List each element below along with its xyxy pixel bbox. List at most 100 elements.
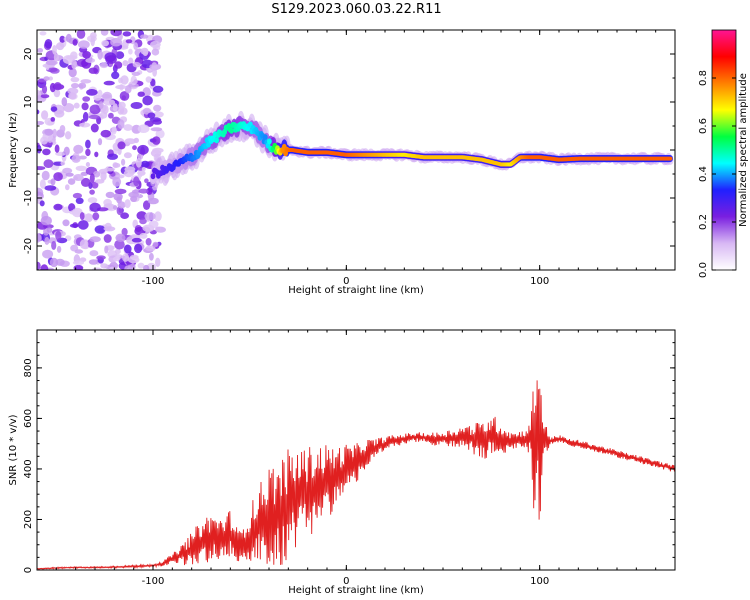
noise-blob [111,71,120,80]
noise-blob [50,106,58,112]
noise-blob [124,244,132,254]
noise-blob [62,219,70,227]
noise-blob [111,126,117,135]
noise-blob [114,248,121,255]
noise-blob [42,148,51,156]
noise-blob [141,166,146,172]
noise-blob [97,49,103,60]
noise-blob [44,39,53,49]
noise-blob [85,162,90,167]
noise-blob [59,35,66,43]
colorbar: 0.0 0.2 0.4 0.6 0.8 Normalized spectral ampl… [698,29,749,278]
noise-blob [46,227,53,233]
snr-y-label: SNR (10 * v/v) [8,414,19,485]
snr-panel: -100 0 100 0 200 400 600 800 Height of straigh… [8,329,676,596]
noise-blob [124,265,132,270]
ridge-core [229,127,234,134]
noise-blob [100,129,112,138]
noise-blob [68,67,77,78]
noise-blob [78,40,90,49]
noise-blob [65,33,72,43]
noise-blob [140,34,149,39]
colorbar-tick-label: 0.4 [698,166,709,182]
figure-title: S129.2023.060.03.22.R11 [271,2,442,17]
noise-blob [93,170,101,178]
noise-blob [37,144,42,154]
noise-blob [89,236,101,243]
noise-blob [43,76,50,81]
noise-blob [102,104,109,115]
y-tick-label: 0 [23,567,34,573]
noise-blob [147,112,156,119]
colorbar-tick-label: 0.0 [698,262,709,278]
noise-blob [49,257,59,268]
noise-blob [75,165,88,171]
noise-blob [115,84,127,90]
noise-blob [71,59,77,70]
noise-blob [37,109,40,115]
ridge-core [262,134,268,141]
noise-blob [85,58,96,63]
noise-blob [89,189,95,195]
noise-blob [132,61,141,68]
colorbar-tick-label: 0.8 [698,70,709,86]
noise-blob [101,94,111,99]
noise-blob [112,162,121,168]
y-tick-label: 400 [23,459,34,478]
noise-blob [108,112,114,119]
noise-blob [137,91,145,97]
noise-blob [137,262,145,269]
noise-blob [103,99,116,106]
noise-blob [39,179,46,189]
noise-blob [82,96,91,102]
noise-blob [152,85,164,93]
noise-blob [115,233,126,242]
noise-blob [128,57,134,65]
noise-blob [151,62,158,71]
noise-blob [125,85,132,94]
noise-blob [65,184,70,191]
noise-blob [88,67,99,74]
noise-blob [62,167,73,174]
noise-blob [88,259,99,265]
noise-blob [61,97,68,107]
noise-blob [104,245,109,254]
noise-blob [37,261,41,270]
noise-blob [120,212,129,219]
noise-blob [39,200,45,207]
noise-blob [101,40,109,47]
spectrogram-x-axis: -100 0 100 [55,30,676,287]
noise-blob [105,191,115,199]
noise-blob [112,103,118,112]
noise-blob [125,39,133,44]
noise-blob [94,225,106,234]
noise-blob [149,252,154,261]
noise-blob [37,166,46,171]
noise-blob [153,104,162,112]
noise-blob [155,257,161,267]
noise-blob [131,189,141,194]
noise-blob [63,146,70,156]
noise-blob [37,121,45,125]
spectrogram-image [37,30,674,270]
noise-blob [142,107,152,115]
noise-blob [148,220,159,229]
noise-blob [150,127,163,132]
noise-blob [73,144,84,154]
noise-blob [133,79,138,84]
spectrogram-x-label: Height of straight line (km) [288,285,424,296]
noise-blob [145,238,152,246]
y-tick-label: -20 [23,238,34,254]
noise-blob [51,240,57,250]
noise-blob [89,104,101,115]
snr-y-axis: 0 200 400 600 800 [23,342,675,573]
noise-blob [88,114,100,120]
noise-blob [100,30,109,36]
x-tick-label: -100 [142,576,165,587]
noise-blob [80,79,92,84]
noise-blob [53,172,63,182]
noise-blob [85,148,91,157]
noise-blob [123,152,132,159]
colorbar-label: Normalized spectral amplitude [738,73,749,227]
x-tick-label: 0 [343,276,349,287]
